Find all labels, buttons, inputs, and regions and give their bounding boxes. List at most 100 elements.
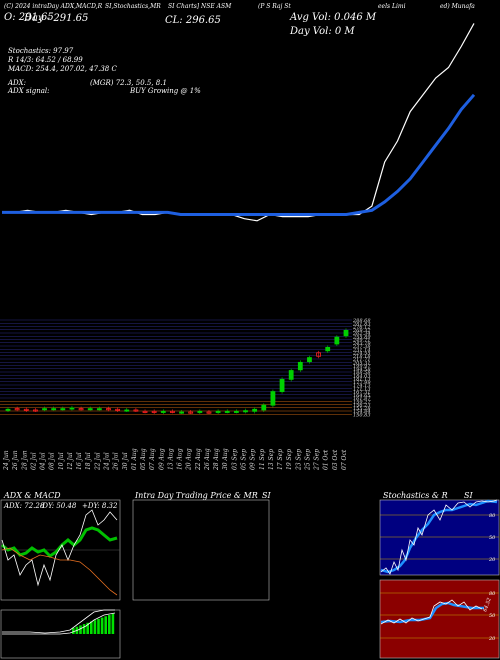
candle-body <box>325 346 331 352</box>
price-tick-label: 237.38 <box>352 344 371 350</box>
rsi-value-label: 64.52 <box>482 597 493 613</box>
di-minus-value: -DY: 50.48 <box>40 502 77 510</box>
date-tick-label: 01 Aug <box>131 448 138 470</box>
candle-body <box>316 352 321 357</box>
date-tick-label: 23 Sep <box>295 449 302 471</box>
price-tick-label: 156.23 <box>353 403 371 409</box>
macd-bar <box>104 616 107 634</box>
price-tick-label: 171.13 <box>353 386 371 392</box>
moving-average-lines <box>2 23 476 222</box>
date-tick-label: 19 Sep <box>286 449 293 470</box>
candle-body <box>142 410 148 413</box>
stoch-panel-title: Stochastics & R <box>383 491 448 500</box>
date-tick-label: 04 Jul <box>40 452 47 470</box>
price-tick-label: 288.68 <box>352 318 371 324</box>
macd-signal-line <box>2 612 116 635</box>
candle-body <box>343 329 349 337</box>
macd-bar <box>100 617 104 634</box>
date-tick-label: 30 Aug <box>222 448 229 470</box>
date-tick-label: 02 Jul <box>30 452 37 470</box>
candle-body <box>133 409 139 412</box>
price-tick-label: 218.18 <box>352 354 371 360</box>
intraday-panel-title: Intra Day Trading Price & MR <box>135 491 258 500</box>
date-tick-label: 05 Sep <box>241 449 248 470</box>
date-tick-label: 09 Aug <box>158 448 165 470</box>
macd-bar <box>79 625 82 634</box>
date-tick-label: 11 Sep <box>259 449 266 470</box>
candle-body <box>87 408 93 411</box>
stoch-tick-80: 80 <box>489 513 496 519</box>
day-label: Day - 291.65 <box>24 13 89 24</box>
date-tick-label: 27 Sep <box>314 449 321 471</box>
stoch-tick-20: 20 <box>488 557 496 563</box>
header-seg-3: SI Charts] NSE ASM <box>168 3 232 10</box>
open-label: O: 291.65 <box>4 12 54 23</box>
intraday-panel-title-tail: SI <box>262 491 271 500</box>
date-tick-label: 18 Jul <box>85 452 92 470</box>
price-tick-label: 281.83 <box>352 321 371 327</box>
header-seg-2: SI,Stochastics,MR <box>105 3 161 10</box>
candle-body <box>288 370 294 380</box>
candle-body <box>243 410 248 413</box>
price-tick-label: 249.71 <box>352 338 371 344</box>
candle-body <box>206 411 212 414</box>
price-tick-label: 150.83 <box>353 412 371 418</box>
price-grid-lines <box>0 319 352 415</box>
date-tick-label: 30 Jul <box>122 452 129 470</box>
price-tick-label: 269.32 <box>352 328 371 334</box>
candle-body <box>233 410 239 413</box>
candle-body <box>170 410 175 413</box>
candle-body <box>215 410 221 413</box>
date-tick-label: 05 Aug <box>140 448 147 470</box>
di-plus-value: +DY: 8.32 <box>82 502 118 510</box>
date-tick-label: 16 Aug <box>177 448 184 470</box>
macd-line <box>2 609 115 634</box>
intraday-panel-frame <box>132 499 270 601</box>
rsi-fast-line <box>380 599 483 625</box>
candle-body <box>224 410 230 413</box>
date-tick-label: 08 Jul <box>49 452 56 470</box>
date-tick-label: 09 Sep <box>250 449 257 470</box>
stoch-slow-line <box>380 499 498 574</box>
rsi-panel-frame <box>379 579 500 659</box>
date-tick-label: 01 Oct <box>323 449 330 470</box>
stoch-tick-50: 50 <box>489 535 496 541</box>
candle-body <box>5 408 11 411</box>
mgr-label: (MGR) 72.3, 50.5, 8.1 <box>90 79 167 87</box>
candle-body <box>297 361 303 371</box>
price-tick-label: 243.79 <box>352 341 371 347</box>
price-tick-label: 161.87 <box>353 396 371 402</box>
macd-bar <box>82 624 86 634</box>
candle-body <box>96 408 102 411</box>
candle-body <box>124 409 130 412</box>
macd-bar <box>72 628 75 634</box>
rsi-tick-50: 50 <box>489 613 496 619</box>
price-tick-label: 177.99 <box>353 380 371 386</box>
candlesticks <box>5 328 349 414</box>
date-tick-label: 07 Oct <box>341 449 348 470</box>
header-seg-5: eels Limi <box>378 3 406 10</box>
adx-signal-label: ADX signal: <box>8 87 50 95</box>
price-tick-label: 255.89 <box>352 334 371 340</box>
price-tick-label: 181.13 <box>353 377 371 383</box>
price-tick-label: 231.14 <box>352 347 371 353</box>
price-tick-label: 174.13 <box>353 383 371 389</box>
macd-bar <box>111 613 115 634</box>
price-tick-label: 224.55 <box>352 351 371 357</box>
date-tick-label: 26 Jul <box>113 452 120 471</box>
candle-body <box>14 408 20 411</box>
price-tick-label: 194.58 <box>353 367 371 373</box>
adx-label: ADX: <box>8 79 27 87</box>
date-tick-label: 17 Sep <box>277 449 284 470</box>
macd-histogram <box>72 613 115 634</box>
candle-body <box>151 410 157 413</box>
price-tick-label: 159.27 <box>353 399 371 405</box>
rsi-label: R 14/3: 64.52 / 68.99 <box>8 56 83 64</box>
candle-body <box>179 411 184 414</box>
date-tick-label: 20 Aug <box>186 448 193 471</box>
price-tick-label: 205.31 <box>352 360 371 366</box>
price-tick-label: 199.97 <box>353 364 371 370</box>
macd-bar <box>108 615 111 634</box>
header-seg-4: (P S Raj St <box>258 3 291 10</box>
di-minus-line <box>1 509 118 587</box>
